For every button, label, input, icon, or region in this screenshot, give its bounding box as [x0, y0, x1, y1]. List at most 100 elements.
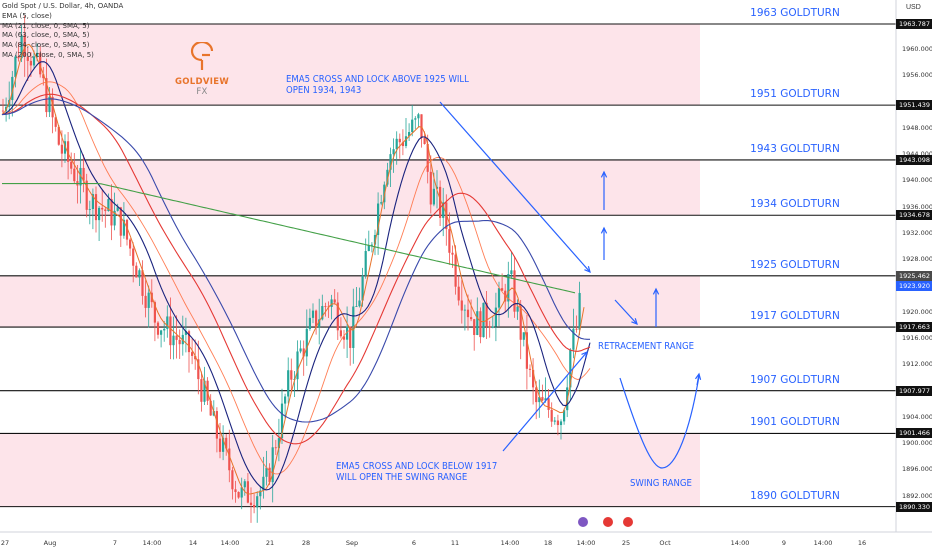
candle-body	[203, 380, 206, 402]
indicator-legend: Gold Spot / U.S. Dollar, 4h, OANDA EMA (…	[2, 2, 123, 61]
currency-label[interactable]: USD	[906, 4, 921, 11]
candle-body	[324, 306, 327, 307]
candle-body	[513, 270, 516, 312]
candle-body	[451, 252, 454, 255]
candle-body	[445, 202, 448, 230]
candle-body	[497, 288, 501, 308]
legend-ma21[interactable]: MA (21, close, 0, SMA, 5)	[2, 21, 90, 30]
time-tick-label: 9	[781, 539, 787, 547]
candle-body	[194, 355, 197, 360]
candle-body	[401, 142, 404, 147]
candle-body	[308, 317, 311, 329]
lightning-event-icon[interactable]	[578, 517, 588, 527]
candle-body	[39, 52, 42, 75]
candle-body	[48, 96, 51, 113]
candle-body	[299, 348, 302, 352]
time-tick-label: 27	[0, 539, 10, 547]
candle-body	[110, 199, 113, 226]
candle-body	[42, 74, 45, 79]
level-price-label: 1901.466	[896, 428, 932, 439]
retrace-down-arrow-head	[631, 318, 638, 326]
time-tick-label: 25	[621, 539, 631, 547]
candle-body	[175, 335, 178, 340]
level-price-label: 1890.330	[896, 501, 932, 512]
candle-body	[231, 470, 234, 490]
time-tick-label: 16	[857, 539, 867, 547]
candle-body	[79, 167, 82, 186]
candle-body	[339, 330, 342, 337]
diagonal-up-arrow	[502, 351, 588, 452]
candle-body	[135, 265, 138, 278]
legend-ma63[interactable]: MA (63, close, 0, SMA, 5)	[2, 31, 90, 40]
goldturn-label: 1963 GOLDTURN	[750, 7, 840, 19]
goldturn-label: 1890 GOLDTURN	[750, 489, 840, 502]
shaded-zone	[0, 24, 700, 106]
candle-body	[243, 481, 246, 488]
logo-brand: GOLDVIEW	[175, 77, 229, 87]
candle-body	[82, 167, 85, 181]
candle-body	[479, 311, 482, 338]
us-flag-event-icon[interactable]	[623, 517, 633, 527]
price-tick-label: 1912.000	[902, 360, 932, 369]
candle-body	[70, 161, 73, 169]
logo-suffix: FX	[196, 87, 208, 97]
candle-body	[246, 481, 249, 503]
candle-body	[172, 335, 175, 346]
candle-body	[342, 336, 346, 340]
symbol-title[interactable]: Gold Spot / U.S. Dollar, 4h, OANDA	[2, 2, 124, 10]
price-tick-label: 1948.000	[902, 123, 932, 132]
time-tick-label: Sep	[345, 539, 359, 547]
candle-body	[166, 316, 169, 329]
candle-body	[119, 207, 122, 236]
swing-range-curve-end	[696, 373, 700, 386]
candle-body	[85, 180, 88, 210]
candle-body	[470, 317, 473, 320]
candle-body	[522, 332, 525, 340]
candle-body	[457, 286, 460, 301]
candle-body	[132, 248, 135, 266]
shaded-zone	[0, 433, 700, 507]
candle-body	[116, 207, 119, 211]
candle-body	[23, 35, 26, 57]
candle-body	[218, 438, 222, 452]
candle-body	[435, 186, 439, 189]
candle-body	[122, 219, 125, 236]
level-price-label: 1943.098	[896, 154, 932, 165]
candle-body	[60, 144, 63, 154]
us-flag-event-icon[interactable]	[603, 517, 613, 527]
candle-body	[45, 78, 48, 113]
candle-body	[569, 349, 572, 388]
price-tick-label: 1936.000	[902, 202, 932, 211]
candle-body	[101, 207, 104, 210]
candle-body	[184, 331, 187, 335]
legend-ma200[interactable]: MA (200, close, 0, SMA, 5)	[2, 50, 94, 59]
time-tick-label: 14:00	[576, 539, 596, 547]
price-tick-label: 1896.000	[902, 465, 932, 474]
candle-body	[572, 328, 575, 350]
price-tick-label: 1956.000	[902, 71, 932, 80]
candle-body	[138, 270, 141, 278]
candle-body	[544, 398, 547, 401]
legend-ma84[interactable]: MA (84, close, 0, SMA, 5)	[2, 41, 90, 50]
diagonal-up-arrow-head	[581, 350, 588, 358]
candle-body	[222, 437, 225, 452]
legend-ema5[interactable]: EMA (5, close)	[2, 11, 52, 20]
candle-body	[277, 438, 280, 449]
candle-body	[556, 420, 559, 426]
candle-body	[178, 339, 181, 345]
candle-body	[280, 403, 284, 439]
candle-body	[318, 319, 321, 328]
candle-body	[73, 168, 76, 182]
goldturn-levels	[0, 23, 896, 508]
level-price-label: 1917.663	[896, 322, 932, 333]
candle-body	[197, 359, 200, 380]
ma84-line	[1, 98, 590, 423]
candle-body	[29, 60, 32, 66]
candle-body	[414, 118, 417, 120]
price-tick-label: 1960.000	[902, 44, 932, 53]
candle-body	[535, 387, 538, 403]
candle-body	[253, 504, 256, 508]
note-above-line1: EMA5 CROSS AND LOCK ABOVE 1925 WILL	[286, 74, 469, 85]
candle-body	[417, 114, 420, 119]
